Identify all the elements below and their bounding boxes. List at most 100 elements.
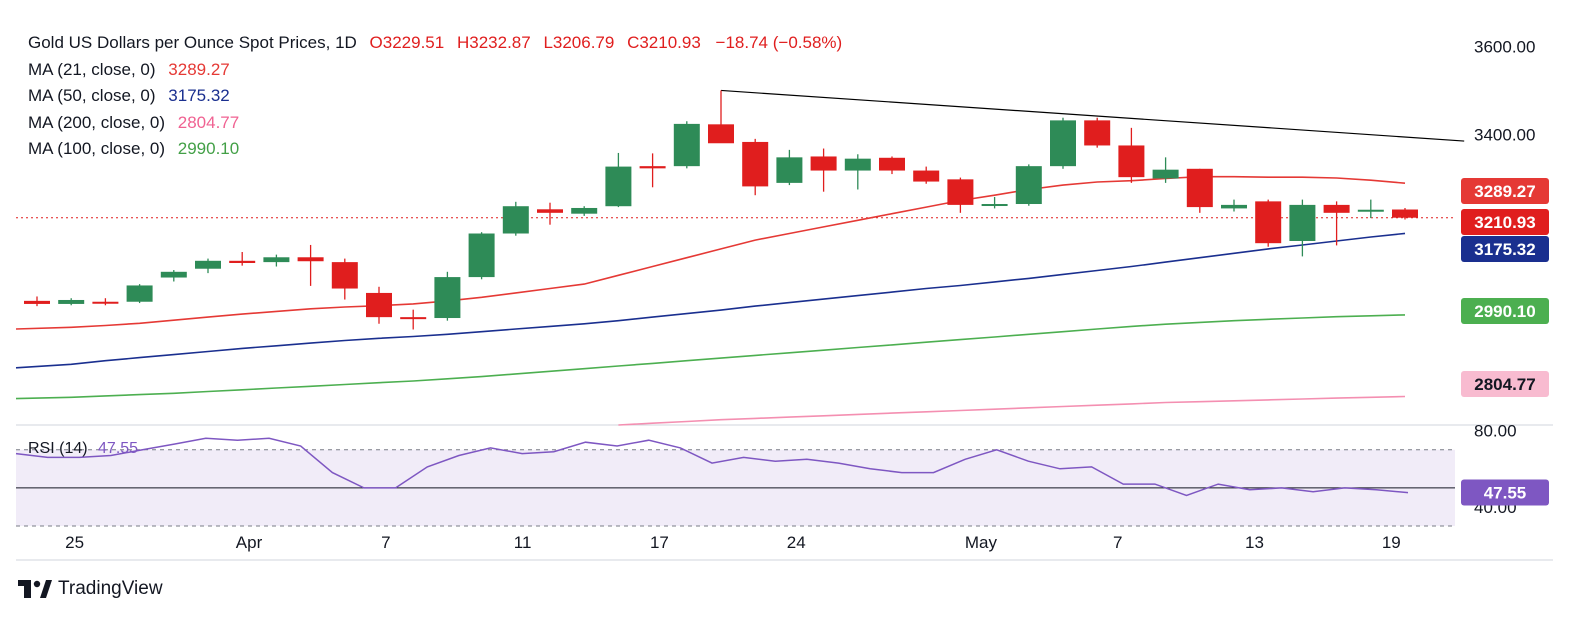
candle	[776, 149, 803, 186]
candle	[673, 121, 700, 169]
candle-body	[1050, 120, 1076, 167]
candle-body	[981, 204, 1008, 207]
price-tag-box	[1461, 298, 1549, 324]
candle	[1015, 164, 1042, 206]
candle	[913, 166, 940, 184]
candle-body	[571, 207, 598, 214]
legend-title-row: Gold US Dollars per Ounce Spot Prices, 1…	[28, 30, 844, 57]
price-tag-box	[1461, 236, 1549, 262]
candle-body	[126, 285, 153, 302]
axes: 25 Apr 7 11 17 24 May 7 13 19 3600.00 3400.00 80.00 4…	[65, 37, 1535, 552]
ma100-label: MA (100, close, 0)	[28, 139, 166, 158]
candle-body	[502, 206, 529, 234]
candle-body	[1392, 209, 1418, 218]
candles[interactable]	[24, 90, 1418, 330]
candle-body	[160, 271, 187, 278]
candle-body	[1186, 168, 1213, 208]
candle-body	[1255, 201, 1282, 244]
ma200-value: 2804.77	[177, 112, 240, 132]
rsi-value-tag-label: 47.55	[1484, 484, 1527, 503]
ma200-label: MA (200, close, 0)	[28, 112, 166, 132]
legend-ma100[interactable]: MA (100, close, 0) 2990.10	[28, 136, 844, 163]
candle	[1152, 157, 1179, 183]
rsi-legend[interactable]: RSI (14) 47.55	[28, 440, 138, 458]
ma100-line	[15, 314, 1406, 400]
candle	[1050, 117, 1076, 169]
x-tick-label: 11	[514, 533, 532, 552]
candle	[297, 244, 324, 286]
candle	[331, 258, 358, 300]
candle	[1084, 117, 1111, 148]
rsi-line	[15, 437, 1409, 497]
candle	[981, 196, 1008, 209]
candle-body	[1289, 204, 1316, 241]
candle	[126, 284, 153, 304]
ma50-line	[15, 232, 1406, 369]
chart-panes	[16, 424, 1553, 561]
candle	[1186, 168, 1213, 213]
candle-body	[229, 260, 256, 263]
rsi-pane	[15, 437, 1455, 527]
price-tag-box	[1461, 371, 1549, 397]
x-tick-label: 19	[1382, 533, 1401, 552]
legend-ma200[interactable]: MA (200, close, 0) 2804.77	[28, 110, 844, 137]
rsi-y-tick-label: 80.00	[1474, 422, 1517, 441]
x-tick-label: 25	[65, 533, 84, 552]
candle-body	[776, 157, 803, 183]
symbol-title: Gold US Dollars per Ounce Spot Prices, 1…	[28, 33, 357, 52]
candle-body	[1357, 209, 1384, 212]
candle-body	[844, 158, 871, 171]
candle-body	[639, 166, 666, 169]
candle	[92, 298, 119, 306]
candle	[434, 271, 461, 321]
change-value: −18.74 (−0.58%)	[715, 33, 843, 52]
x-tick-label: 7	[381, 533, 390, 552]
candle	[1289, 199, 1316, 257]
candle	[742, 138, 769, 196]
candle-body	[673, 123, 700, 167]
tradingview-icon	[18, 580, 52, 598]
candle-body	[913, 170, 940, 182]
candle	[605, 152, 632, 208]
candle	[1221, 199, 1247, 212]
candle	[1255, 199, 1282, 247]
ma21-label: MA (21, close, 0)	[28, 59, 156, 79]
candle-body	[468, 233, 495, 278]
candle	[947, 177, 974, 213]
candle	[879, 156, 905, 175]
candle-body	[537, 209, 563, 213]
candle-body	[708, 124, 734, 144]
moving-averages	[15, 175, 1406, 426]
candle-body	[58, 299, 85, 304]
candle-body	[434, 277, 461, 319]
price-tag-label: 2990.10	[1474, 302, 1535, 321]
candle	[844, 154, 871, 190]
candle-body	[1015, 166, 1042, 205]
price-tags: 3289.27 3210.93 3175.32 2990.10 2804.77 47.55	[1461, 178, 1549, 506]
tradingview-logo[interactable]: TradingView	[18, 578, 163, 600]
candle-body	[1118, 145, 1145, 178]
candle-body	[366, 292, 392, 318]
rsi-value-tag-box	[1461, 479, 1549, 506]
price-tag-label: 3175.32	[1474, 240, 1535, 259]
candle-body	[810, 156, 837, 171]
candle	[1357, 199, 1384, 219]
candle	[1118, 127, 1145, 183]
legend-ma21[interactable]: MA (21, close, 0) 3289.27	[28, 57, 844, 84]
trendline	[720, 89, 1465, 142]
close-value: C3210.93	[627, 33, 701, 52]
candle-body	[1084, 120, 1111, 146]
candle	[537, 202, 563, 225]
legend-ma50[interactable]: MA (50, close, 0) 3175.32	[28, 83, 844, 110]
chart-legend: Gold US Dollars per Ounce Spot Prices, 1…	[28, 30, 844, 163]
candle-body	[297, 257, 324, 262]
price-tag-label: 2804.77	[1474, 375, 1535, 394]
candle	[639, 153, 666, 188]
x-tick-label: 24	[787, 533, 806, 552]
candle	[58, 298, 85, 306]
candle-body	[1221, 204, 1247, 209]
candle	[571, 206, 598, 216]
candle	[1323, 201, 1350, 246]
candle	[468, 232, 495, 280]
candle-body	[24, 300, 50, 304]
